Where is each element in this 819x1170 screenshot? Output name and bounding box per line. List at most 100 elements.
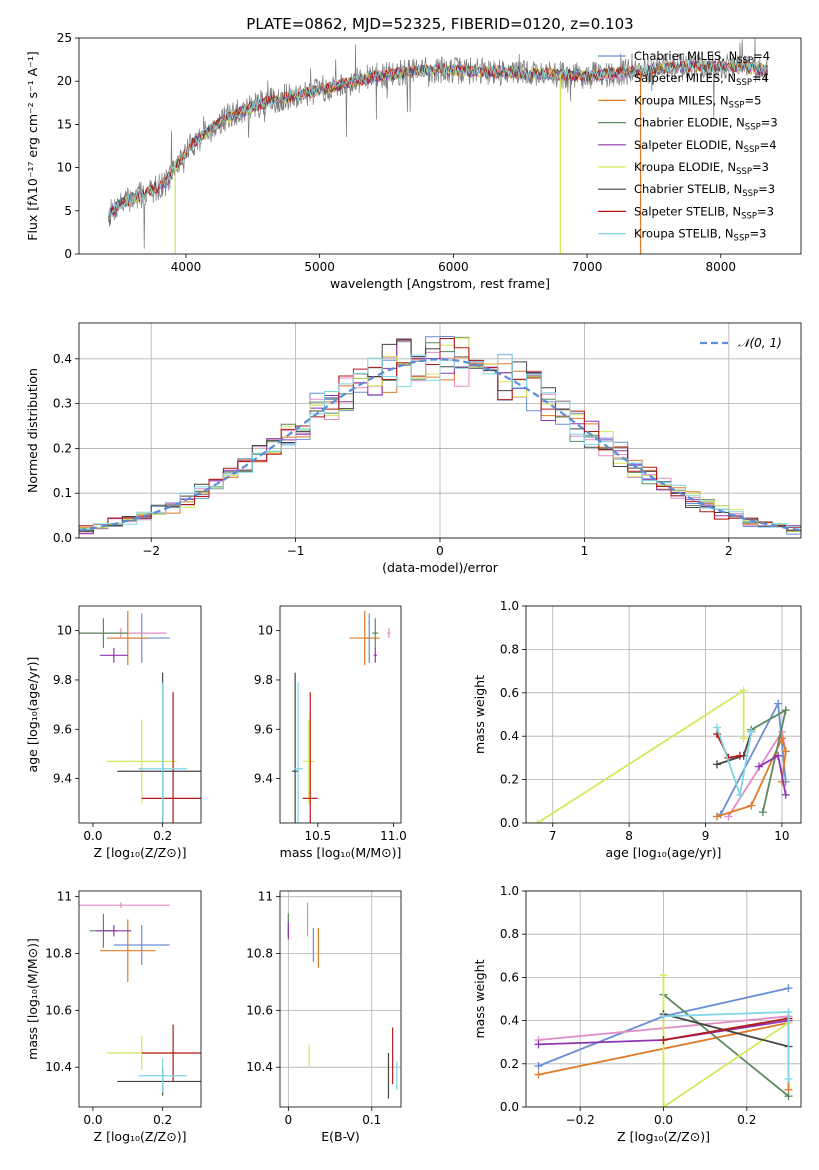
legend-label: Kroupa MILES, NSSP=5: [634, 93, 761, 110]
x-axis-label: wavelength [Angstrom, rest frame]: [330, 276, 550, 291]
series-marker: [659, 971, 668, 980]
errorbar-salpeter_stelib: [141, 692, 201, 823]
panel-residuals: −2 −1 0 1 2 0.0 0.1 0.2 0.3 0.4 (data-model)/error…: [25, 322, 802, 575]
errorbar-kroupa_stelib: [293, 682, 303, 823]
y-tick-label: 10: [57, 624, 72, 638]
y-tick-label: 9.6: [254, 722, 273, 736]
x-tick-label: 0.2: [737, 1113, 756, 1127]
errorbar-chabrier_elodie: [372, 618, 379, 648]
series-marker: [534, 1040, 543, 1049]
errorbar-chabrier_stelib: [292, 672, 299, 823]
legend-label: Chabrier STELIB, NSSP=3: [634, 182, 775, 199]
y-tick-label: 0.6: [500, 686, 519, 700]
y-axis-label: age [log₁₀(age/yr)]: [25, 657, 40, 773]
y-tick-label: 0.1: [53, 486, 72, 500]
series-marker: [739, 734, 748, 743]
errorbar-salpeter_elodie: [99, 647, 128, 663]
plot-area: [534, 971, 793, 1107]
plot-area: [533, 686, 790, 823]
legend-label: Kroupa STELIB, NSSP=3: [634, 227, 766, 244]
y-tick-label: 1.0: [500, 599, 519, 613]
x-tick-label: −2: [142, 544, 160, 558]
y-tick-label: 10.6: [246, 1003, 273, 1017]
y-tick-label: 1.0: [500, 884, 519, 898]
panel-weight_vs_Z: −0.2 0.0 0.2 0.0 0.2 0.4 0.6 0.8 1.0 Z [log₁₀(Z/Z…: [472, 884, 802, 1144]
y-tick-label: 0.2: [53, 441, 72, 455]
series-kroupa_miles: [712, 734, 790, 821]
y-tick-label: 0.4: [500, 729, 519, 743]
series-marker: [712, 760, 721, 769]
x-tick-label: 11.0: [380, 829, 407, 843]
x-tick-label: −0.2: [566, 1113, 595, 1127]
series-marker: [754, 762, 763, 771]
axes-frame: [279, 890, 402, 1108]
errorbar-salpeter_elodie: [96, 925, 132, 937]
series-salpeter_elodie: [754, 751, 790, 799]
series-marker: [533, 819, 542, 823]
panel-weight_vs_age: 7 8 9 10 0.0 0.2 0.4 0.6 0.8 1.0 age [log₁₀(age/yr…: [472, 599, 802, 860]
plot-area: [108, 38, 768, 254]
x-tick-label: 0.0: [83, 829, 102, 843]
figure-title: PLATE=0862, MJD=52325, FIBERID=0120, z=0…: [246, 15, 633, 33]
errorbar-salpeter_elodie: [373, 647, 377, 663]
series-marker: [747, 727, 756, 736]
axes: 10.5 11.0 9.4 9.6 9.8 10 mass [log₁₀(M/M⊙)]: [254, 605, 407, 860]
series-salpeter_stelib: [712, 730, 744, 762]
series-marker: [774, 699, 783, 708]
axes: 0.0 0.2 9.4 9.6 9.8 10 Z [log₁₀(Z/Z⊙)] age [log…: [25, 605, 202, 860]
errorbar-kroupa_elodie: [302, 719, 315, 804]
series-marker: [534, 1070, 543, 1079]
y-tick-label: 10.4: [45, 1060, 72, 1074]
panel-age_vs_mass: 10.5 11.0 9.4 9.6 9.8 10 mass [log₁₀(M/M⊙)]: [254, 605, 407, 860]
y-tick-label: 0.4: [53, 352, 72, 366]
axes-frame: [525, 605, 802, 824]
errorbar-kroupa_stelib: [138, 1058, 188, 1093]
series-marker: [724, 812, 733, 821]
y-tick-label: 9.4: [53, 772, 72, 786]
series-marker: [781, 706, 790, 715]
series-marker: [739, 686, 748, 695]
errorbar-chabrier_miles: [113, 925, 170, 965]
legend-label: Kroupa ELODIE, NSSP=3: [634, 160, 769, 177]
series-marker: [712, 723, 721, 732]
series-kroupa_stelib: [712, 723, 756, 799]
y-tick-label: 0.6: [500, 970, 519, 984]
y-tick-label: 9.6: [53, 722, 72, 736]
series-line: [663, 1017, 789, 1041]
x-tick-label: 2: [725, 544, 733, 558]
y-tick-label: 0: [64, 247, 72, 261]
x-tick-label: 4000: [171, 260, 202, 274]
series-marker: [784, 984, 793, 993]
series-marker: [781, 790, 790, 799]
series-marker: [659, 1012, 668, 1021]
normal-curve: [79, 358, 801, 532]
errorbar-chabrier_elodie: [79, 618, 128, 648]
y-tick-label: 0.8: [500, 642, 519, 656]
x-tick-label: −1: [287, 544, 305, 558]
y-tick-label: 10.6: [45, 1003, 72, 1017]
errorbar-kroupa_miles: [99, 919, 156, 982]
errorbar-kroupa_miles: [106, 610, 149, 666]
y-tick-label: 20: [57, 74, 72, 88]
x-tick-label: 0.2: [153, 1113, 172, 1127]
series-marker: [784, 1092, 793, 1101]
legend-label: Salpeter STELIB, NSSP=3: [634, 204, 774, 221]
axes: 7 8 9 10 0.0 0.2 0.4 0.6 0.8 1.0 age [log₁₀(age/yr…: [472, 599, 802, 860]
plot-area: [287, 902, 398, 1099]
y-tick-label: 10.4: [246, 1060, 273, 1074]
errorbar-kroupa_stelib: [138, 682, 188, 823]
axes: 0 0.1 10.4 10.6 10.8 11 E(B-V): [246, 890, 402, 1144]
errorbar-salpeter_miles: [387, 628, 391, 639]
y-tick-label: 0.2: [500, 773, 519, 787]
x-axis-label: (data-model)/error: [382, 560, 499, 575]
legend-label: 𝒩(0, 1): [738, 336, 782, 350]
x-axis-label: age [log₁₀(age/yr)]: [606, 845, 722, 860]
series-kroupa_stelib: [659, 1007, 793, 1083]
x-tick-label: 1: [581, 544, 589, 558]
x-axis-label: Z [log₁₀(Z/Z⊙)]: [617, 1129, 710, 1144]
axes-frame: [525, 890, 802, 1108]
x-tick-label: 0.2: [153, 829, 172, 843]
y-tick-label: 5: [64, 204, 72, 218]
x-tick-label: 0.1: [362, 1113, 381, 1127]
